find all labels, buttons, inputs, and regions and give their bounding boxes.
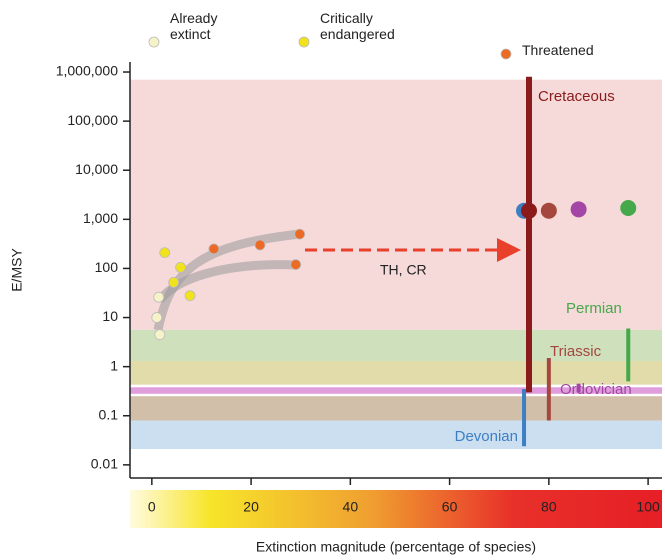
x-axis-title: Extinction magnitude (percentage of spec… (256, 539, 536, 555)
x-tick-label: 100 (636, 499, 660, 515)
trend-curve (156, 260, 297, 303)
color-bar (130, 490, 662, 528)
y-tick-label: 10,000 (75, 161, 118, 177)
point (254, 239, 266, 251)
y-tick-label: 1,000,000 (56, 63, 118, 79)
point (151, 312, 163, 323)
legend-label: Critically endangered (320, 10, 395, 42)
x-tick-label: 40 (343, 499, 359, 515)
x-tick-label: 60 (442, 499, 458, 515)
y-axis-title: E/MSY (9, 248, 25, 292)
event-dot (620, 200, 637, 217)
event-label: Cretaceous (538, 88, 615, 105)
y-tick-label: 10 (102, 308, 118, 324)
legend-marker (148, 36, 160, 48)
y-tick-label: 0.01 (91, 456, 118, 472)
y-tick-label: 0.1 (99, 406, 119, 422)
x-tick-label: 20 (243, 499, 259, 515)
y-tick-label: 1,000 (83, 210, 118, 226)
point (294, 228, 306, 240)
y-tick-label: 1 (110, 357, 118, 373)
event-label: Permian (566, 300, 622, 317)
legend-label: Threatened (522, 42, 594, 58)
event-label: Devonian (455, 428, 518, 445)
band (130, 396, 662, 421)
legend-marker (500, 48, 512, 60)
event-label: Triassic (550, 343, 602, 360)
x-tick-label: 0 (148, 499, 156, 515)
point (175, 262, 187, 273)
band (130, 387, 662, 394)
y-tick-label: 100,000 (67, 112, 118, 128)
point (290, 259, 302, 270)
event-dot (540, 202, 557, 219)
annotation: TH, CR (380, 262, 427, 278)
band (130, 420, 662, 450)
band (130, 329, 662, 362)
event-label: Ordovician (560, 381, 632, 398)
event-dot (570, 201, 587, 218)
legend-marker (298, 36, 310, 48)
point (154, 329, 166, 340)
point (159, 247, 171, 259)
point (153, 291, 165, 303)
trend-curve (153, 229, 301, 331)
y-tick-label: 100 (95, 259, 119, 275)
x-tick-label: 80 (541, 499, 557, 515)
point (208, 243, 220, 255)
legend-label: Already extinct (170, 10, 218, 42)
point (184, 290, 196, 301)
event-dot (521, 202, 537, 219)
point (168, 276, 180, 288)
